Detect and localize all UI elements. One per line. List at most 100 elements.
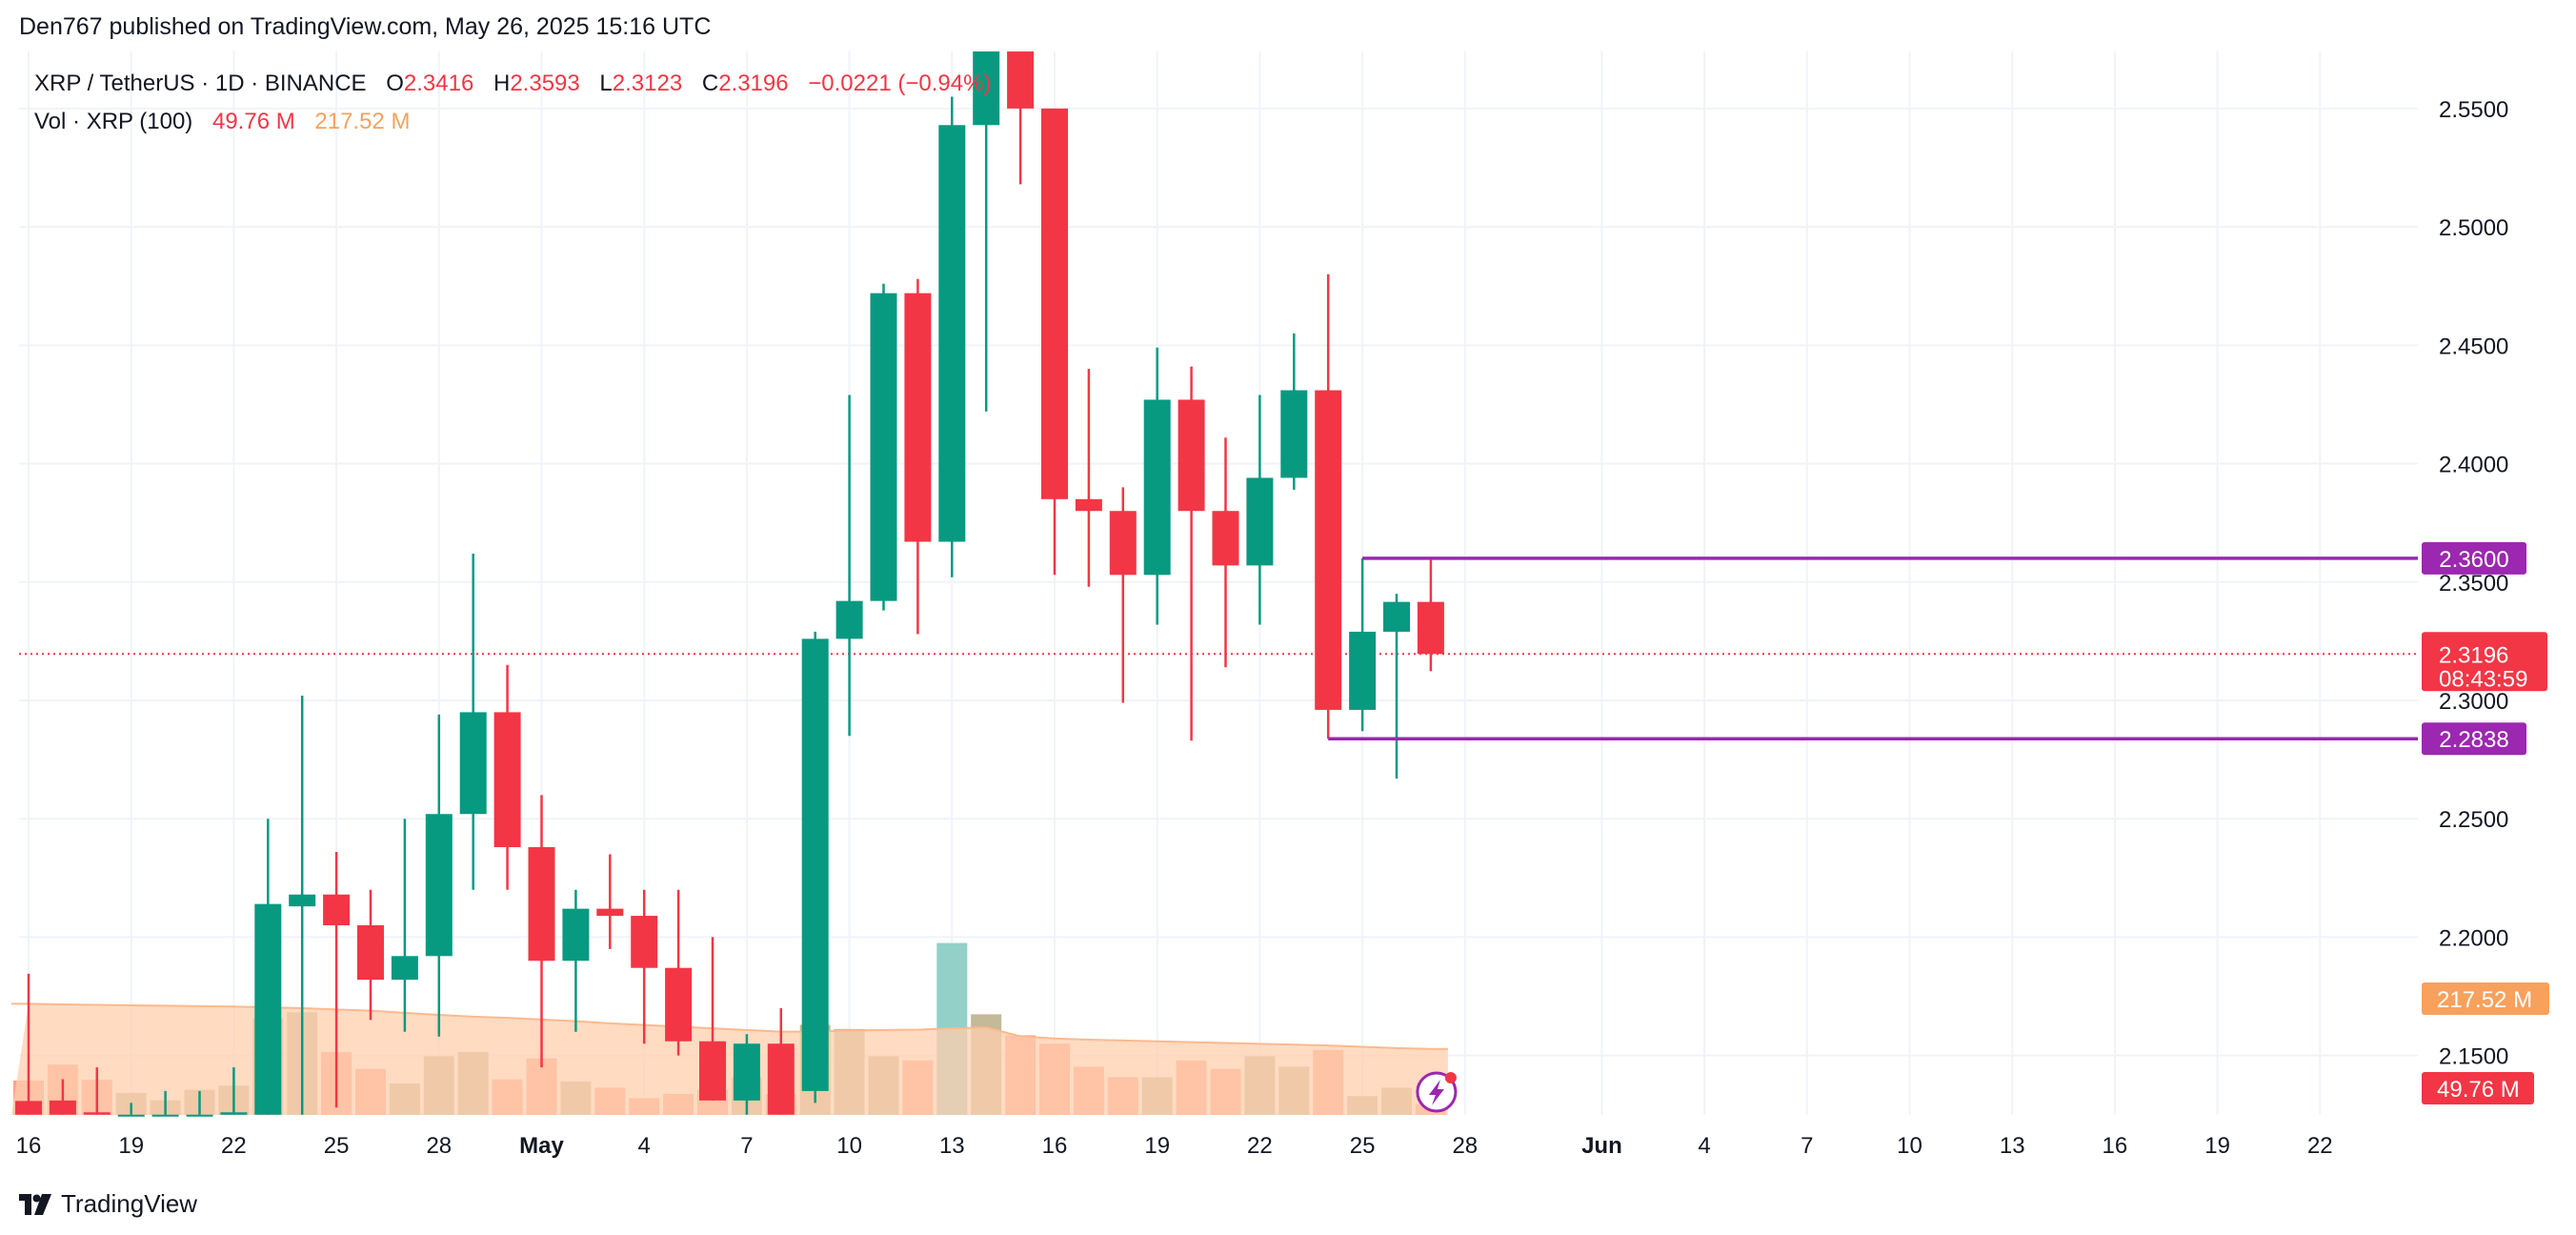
lightning-icon-bolt <box>1428 1080 1444 1105</box>
candle-body-8 <box>289 894 316 907</box>
candle-body-40 <box>1383 601 1410 632</box>
price-tick-8: 2.1500 <box>2439 1044 2508 1070</box>
legend-high: 2.3593 <box>510 71 580 96</box>
candle-body-19 <box>665 967 693 1042</box>
chart-legend: XRP / TetherUS · 1D · BINANCE O2.3416 H2… <box>34 65 991 141</box>
candle-body-36 <box>1246 477 1274 566</box>
candle-body-37 <box>1280 390 1308 478</box>
candle-body-26 <box>904 293 932 542</box>
legend-symbol[interactable]: XRP / TetherUS · 1D · BINANCE <box>34 71 367 96</box>
price-tick-3: 2.4000 <box>2439 453 2508 478</box>
time-tick-20: 16 <box>2103 1133 2128 1159</box>
legend-open: 2.3416 <box>403 71 474 96</box>
candle-body-39 <box>1349 631 1377 710</box>
candle-body-6 <box>220 1112 248 1115</box>
candle-body-23 <box>801 638 829 1091</box>
legend-high-label: H <box>493 71 511 96</box>
candle-body-22 <box>767 1043 795 1115</box>
candle-body-11 <box>391 956 418 981</box>
candle-body-41 <box>1417 601 1444 655</box>
lightning-icon-dot <box>1444 1072 1457 1083</box>
candle-body-4 <box>151 1114 179 1117</box>
candle-body-2 <box>83 1112 111 1115</box>
price-axis[interactable]: 2.5500 2.5000 2.4500 2.4000 2.3500 2.3000 2.25… <box>2439 97 2508 1070</box>
time-tick-3: 25 <box>324 1133 350 1159</box>
price-tick-2: 2.4500 <box>2439 334 2508 359</box>
candle-body-0 <box>15 1101 42 1115</box>
legend-change: −0.0221 (−0.94%) <box>808 71 992 96</box>
candle-body-9 <box>323 894 351 925</box>
time-tick-6: 4 <box>638 1133 651 1159</box>
horizontal-levels[interactable]: 2.3600 2.2838 <box>1328 541 2526 756</box>
time-axis[interactable]: 16 19 22 25 28 May 4 7 10 13 16 19 22 25 28 Jun 4 7 10 13 16… <box>16 1133 2333 1159</box>
candle-body-27 <box>938 125 966 542</box>
last-price-countdown: 08:43:59 <box>2439 666 2527 692</box>
candle-body-20 <box>699 1041 726 1101</box>
candle-body-7 <box>254 903 282 1115</box>
footer-brand[interactable]: TradingView <box>19 1189 197 1219</box>
time-tick-12: 22 <box>1247 1133 1273 1159</box>
time-tick-19: 13 <box>2000 1133 2025 1159</box>
legend-low-label: L <box>599 71 613 96</box>
legend-price-row: XRP / TetherUS · 1D · BINANCE O2.3416 H2… <box>34 65 991 103</box>
footer-brand-label: TradingView <box>61 1189 198 1218</box>
price-tick-4: 2.3500 <box>2439 571 2508 597</box>
time-tick-2: 22 <box>221 1133 247 1159</box>
time-tick-0: 16 <box>16 1133 42 1159</box>
volume-ma-fill <box>11 1003 1448 1115</box>
level-badge-0 <box>2422 541 2526 575</box>
time-tick-10: 16 <box>1042 1133 1068 1159</box>
candle-body-1 <box>49 1100 76 1115</box>
time-tick-9: 13 <box>939 1133 965 1159</box>
level-badge-label-0: 2.3600 <box>2439 547 2508 573</box>
price-tick-0: 2.5500 <box>2439 97 2508 123</box>
candle-body-10 <box>357 924 384 981</box>
legend-open-label: O <box>386 71 404 96</box>
last-price-label: 2.3196 <box>2439 642 2508 668</box>
candle-body-18 <box>631 916 658 968</box>
candles <box>15 51 1444 1117</box>
candle-body-21 <box>733 1043 760 1101</box>
candle-body-16 <box>562 908 590 962</box>
time-tick-4: 28 <box>426 1133 452 1159</box>
legend-close: 2.3196 <box>718 71 789 96</box>
legend-low: 2.3123 <box>612 71 683 96</box>
candle-body-30 <box>1041 108 1068 499</box>
volume-badge-1 <box>2422 1072 2534 1104</box>
time-tick-21: 19 <box>2204 1133 2230 1159</box>
candle-body-28 <box>973 51 1000 126</box>
volume-badge-label-1: 49.76 M <box>2437 1077 2520 1103</box>
candle-body-17 <box>596 908 624 917</box>
last-price-badge <box>2422 632 2547 692</box>
level-badge-label-1: 2.2838 <box>2439 727 2508 753</box>
candle-body-31 <box>1075 498 1102 512</box>
candle-body-12 <box>425 814 453 957</box>
candle-body-33 <box>1143 399 1171 576</box>
candle-body-32 <box>1109 511 1137 576</box>
candle-body-38 <box>1315 390 1342 710</box>
candle-body-3 <box>117 1114 145 1117</box>
time-tick-16: 4 <box>1698 1133 1710 1159</box>
volume-badge-label-0: 217.52 M <box>2437 987 2532 1013</box>
time-tick-14: 28 <box>1452 1133 1478 1159</box>
time-tick-15: Jun <box>1581 1133 1622 1159</box>
tradingview-logo-icon <box>19 1193 51 1215</box>
legend-close-label: C <box>701 71 719 96</box>
legend-volume-label[interactable]: Vol · XRP (100) <box>34 109 193 134</box>
time-tick-22: 22 <box>2307 1133 2333 1159</box>
lightning-icon[interactable] <box>1416 1071 1458 1113</box>
candle-body-25 <box>870 293 897 601</box>
time-tick-18: 10 <box>1897 1133 1922 1159</box>
time-tick-5: May <box>519 1133 564 1159</box>
candle-body-15 <box>528 847 555 962</box>
candle-body-35 <box>1212 511 1239 566</box>
candle-body-14 <box>493 712 521 848</box>
volume-badge-0 <box>2422 982 2549 1015</box>
candle-body-29 <box>1007 51 1035 109</box>
price-tick-1: 2.5000 <box>2439 215 2508 241</box>
time-tick-8: 10 <box>836 1133 862 1159</box>
time-tick-13: 25 <box>1350 1133 1376 1159</box>
candle-body-5 <box>186 1114 213 1117</box>
candle-body-34 <box>1177 399 1205 512</box>
